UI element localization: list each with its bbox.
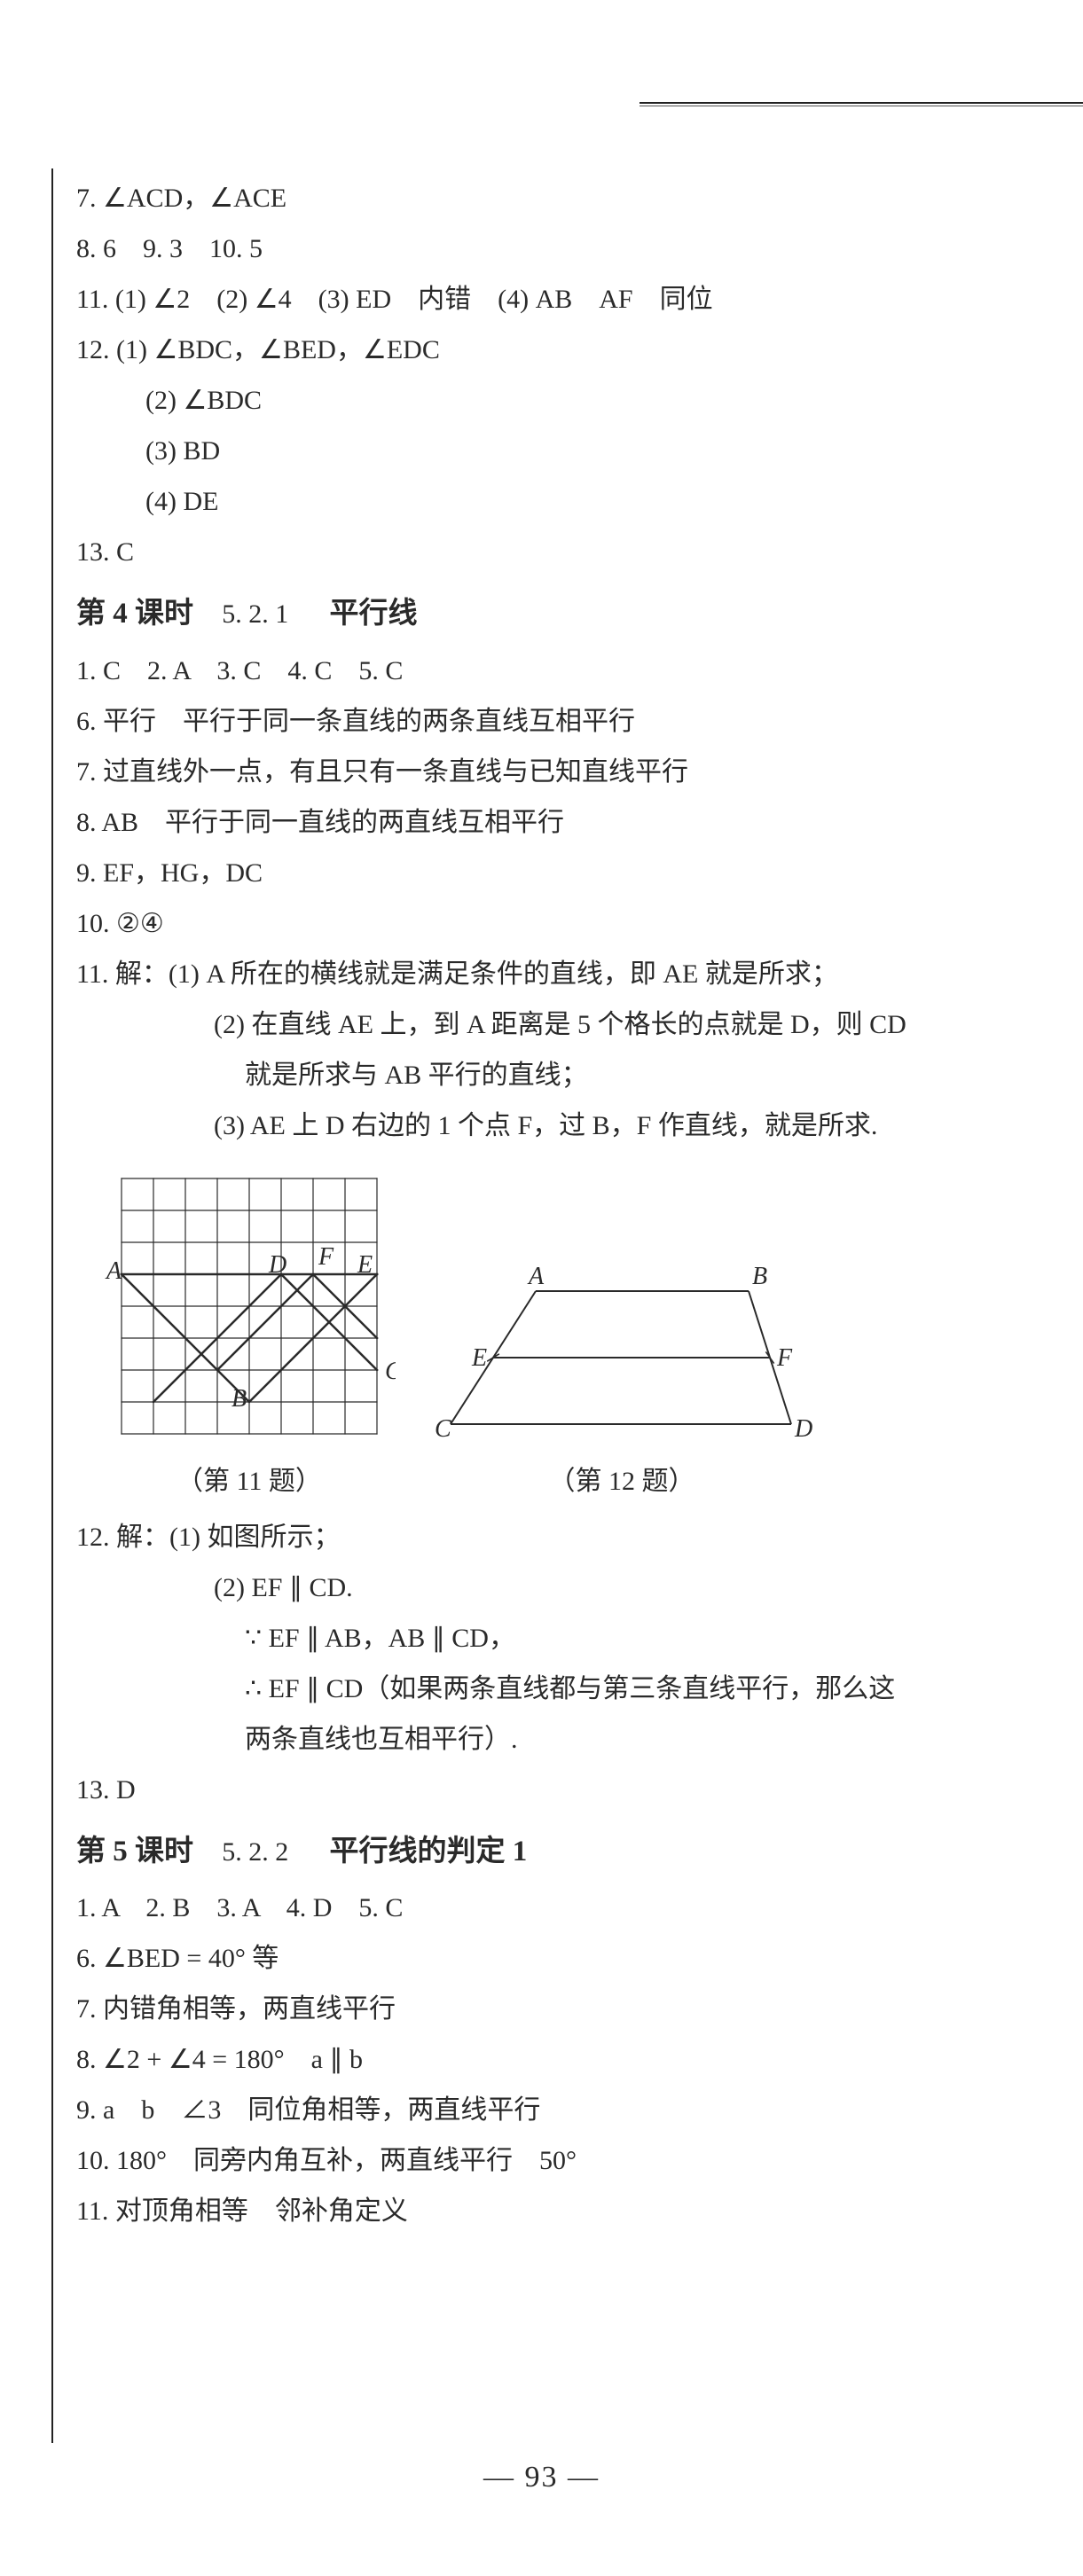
l4-q12-r2b: 两条直线也互相平行）. (76, 1714, 1043, 1765)
answer-11: 11. (1) ∠2 (2) ∠4 (3) ED 内错 (4) AB AF 同位 (76, 274, 1043, 325)
l5-q9: 9. a b ∠3 同位角相等，两直线平行 (76, 2085, 1043, 2135)
svg-text:B: B (232, 1385, 247, 1413)
page-number: — 93 — (0, 2449, 1083, 2507)
l4-q12-r1: ∵ EF ∥ AB，AB ∥ CD， (76, 1613, 1043, 1664)
svg-text:D: D (794, 1415, 812, 1443)
svg-text:E: E (357, 1251, 373, 1279)
l5-q7: 7. 内错角相等，两直线平行 (76, 1984, 1043, 2034)
l4-q13: 13. D (76, 1765, 1043, 1815)
lesson5-head-prefix: 第 5 课时 (76, 1836, 193, 1867)
figure-11-block: A D FE C B （第 11 题） (103, 1160, 396, 1507)
answer-12-4: (4) DE (76, 476, 1043, 527)
svg-text:F: F (318, 1243, 334, 1271)
figure-11-caption: （第 11 题） (103, 1456, 396, 1507)
l4-q1-5: 1. C 2. A 3. C 4. C 5. C (76, 646, 1043, 696)
svg-text:C: C (435, 1415, 451, 1443)
figure-12-caption: （第 12 题） (431, 1456, 812, 1507)
top-horizontal-rule (640, 102, 1083, 106)
answer-12-2: (2) ∠BDC (76, 375, 1043, 426)
svg-text:A: A (527, 1263, 545, 1290)
l4-q11-2a: (2) 在直线 AE 上，到 A 距离是 5 个格长的点就是 D，则 CD (76, 999, 1043, 1050)
l4-q11-lead: 11. 解：(1) A 所在的横线就是满足条件的直线，即 AE 就是所求； (76, 949, 1043, 999)
svg-text:B: B (752, 1263, 767, 1290)
l4-q12-lead: 12. 解：(1) 如图所示； (76, 1512, 1043, 1562)
answer-12-3: (3) BD (76, 426, 1043, 476)
l4-q11-2b: 就是所求与 AB 平行的直线； (76, 1050, 1043, 1100)
page-container: 7. ∠ACD，∠ACE 8. 6 9. 3 10. 5 11. (1) ∠2 … (0, 0, 1083, 2576)
answer-13: 13. C (76, 527, 1043, 577)
answer-7: 7. ∠ACD，∠ACE (76, 173, 1043, 223)
l5-q10: 10. 180° 同旁内角互补，两直线平行 50° (76, 2135, 1043, 2186)
svg-text:E: E (471, 1344, 487, 1372)
lesson5-head-number: 5. 2. 2 (222, 1837, 288, 1867)
l5-q8: 8. ∠2 + ∠4 = 180° a ∥ b (76, 2034, 1043, 2085)
svg-text:A: A (105, 1257, 122, 1285)
l4-q12-2: (2) EF ∥ CD. (76, 1562, 1043, 1613)
l4-q7: 7. 过直线外一点，有且只有一条直线与已知直线平行 (76, 747, 1043, 797)
lesson4-head-number: 5. 2. 1 (222, 599, 288, 629)
l4-q8: 8. AB 平行于同一直线的两直线互相平行 (76, 797, 1043, 848)
left-vertical-rule (51, 168, 53, 2443)
l4-q10: 10. ②④ (76, 898, 1043, 949)
l4-q9: 9. EF，HG，DC (76, 848, 1043, 898)
content-area: 7. ∠ACD，∠ACE 8. 6 9. 3 10. 5 11. (1) ∠2 … (60, 173, 1043, 2236)
l4-q6: 6. 平行 平行于同一条直线的两条直线互相平行 (76, 696, 1043, 747)
l4-q12-r2a: ∴ EF ∥ CD（如果两条直线都与第三条直线平行，那么这 (76, 1664, 1043, 1714)
answer-12-1: 12. (1) ∠BDC，∠BED，∠EDC (76, 325, 1043, 375)
figure-12-block: A B E F C D （第 12 题） (431, 1257, 812, 1507)
l5-q6: 6. ∠BED = 40° 等 (76, 1933, 1043, 1984)
lesson5-heading: 第 5 课时 5. 2. 2 平行线的判定 1 (76, 1824, 1043, 1880)
l5-q11: 11. 对顶角相等 邻补角定义 (76, 2186, 1043, 2236)
l5-q1-5: 1. A 2. B 3. A 4. D 5. C (76, 1883, 1043, 1933)
svg-text:D: D (268, 1251, 286, 1279)
answer-8-10: 8. 6 9. 3 10. 5 (76, 223, 1043, 274)
figures-row: ADFECB （第 11 题） ABEFCD （第 12 题） (103, 1160, 1043, 1507)
figure-12-svg: A B E F C D (431, 1257, 812, 1452)
lesson4-head-title: 平行线 (330, 598, 418, 630)
lesson4-head-prefix: 第 4 课时 (76, 598, 193, 630)
lesson5-head-title: 平行线的判定 1 (330, 1836, 528, 1867)
l4-q11-3: (3) AE 上 D 右边的 1 个点 F，过 B，F 作直线，就是所求. (76, 1100, 1043, 1151)
svg-text:F: F (776, 1344, 793, 1372)
svg-text:C: C (385, 1358, 396, 1385)
figure-11-svg: A D FE C B (103, 1160, 396, 1452)
lesson4-heading: 第 4 课时 5. 2. 1 平行线 (76, 586, 1043, 642)
